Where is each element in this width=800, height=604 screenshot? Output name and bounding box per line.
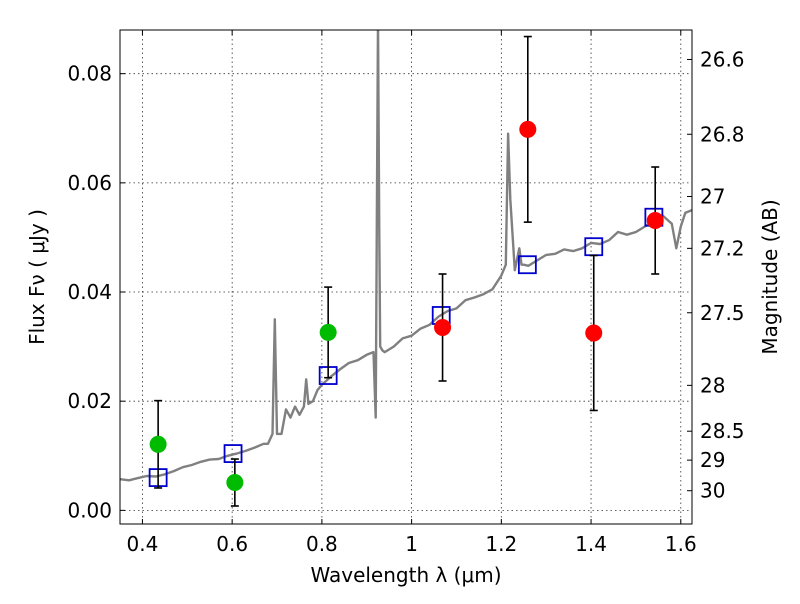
right-tick-label: 26.8: [700, 122, 745, 146]
right-tick-label: 30: [700, 479, 725, 503]
observed-point: [319, 323, 337, 341]
grid-layer: [120, 30, 692, 524]
right-tick-label: 28.5: [700, 419, 745, 443]
model-point: [584, 237, 604, 257]
plot-frame: [119, 29, 693, 525]
observed-point: [646, 212, 664, 230]
right-tick-label: 27.5: [700, 301, 745, 325]
spectrum-line: [120, 30, 692, 482]
axes-layer: [119, 29, 693, 525]
plot-area: [120, 30, 692, 507]
model-point: [517, 255, 537, 275]
x-axis-label: Wavelength λ (μm): [310, 563, 501, 587]
observed-point: [585, 324, 603, 342]
series-layer: [120, 30, 692, 507]
observed-point: [434, 318, 452, 336]
right-tick-label: 27.2: [700, 236, 745, 260]
model-point: [223, 444, 243, 463]
y-tick-label: 0.06: [67, 171, 112, 195]
right-tick-label: 29: [700, 448, 725, 472]
right-axis-label: Magnitude (AB): [758, 199, 782, 354]
y-axis-label: Flux Fν ( μJy ): [25, 209, 49, 345]
right-tick-label: 26.6: [700, 47, 745, 71]
y-tick-label: 0.02: [67, 389, 112, 413]
x-tick-label: 1.6: [665, 532, 697, 556]
right-tick-label: 27: [700, 184, 725, 208]
observed-point: [149, 435, 167, 453]
y-tick-label: 0.08: [67, 62, 112, 86]
tick-layer: 0.4 0.6 0.8 1 1.2 1.4 1.6 0.00 0.02 0.04 0.06 0.08 2…: [67, 30, 745, 556]
x-tick-label: 0.4: [127, 532, 159, 556]
x-tick-label: 1.4: [575, 532, 607, 556]
x-tick-label: 1: [405, 532, 418, 556]
y-tick-label: 0.00: [67, 498, 112, 522]
y-tick-label: 0.04: [67, 280, 112, 304]
observed-point: [226, 474, 244, 492]
x-tick-label: 0.6: [216, 532, 248, 556]
observed-point: [519, 120, 537, 138]
x-tick-label: 1.2: [485, 532, 517, 556]
right-tick-label: 28: [700, 373, 725, 397]
x-tick-label: 0.8: [306, 532, 338, 556]
